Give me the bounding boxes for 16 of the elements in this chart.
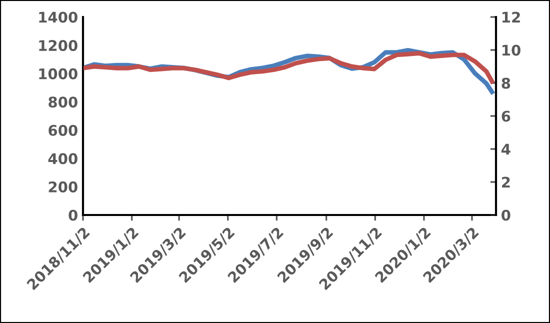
line-series (83, 51, 494, 84)
y-tick-label: 1000 (39, 68, 78, 80)
y-tick-label: 800 (48, 96, 78, 108)
y-tick-label: 600 (48, 124, 78, 136)
y2-tick-label: 8 (502, 78, 510, 89)
y2-tick-label: 2 (502, 176, 510, 188)
y-tick-label: 0 (68, 210, 78, 221)
y-tick-label: 1200 (39, 40, 78, 52)
y2-tick-label: 0 (502, 210, 510, 221)
y2-tick-label: 10 (502, 44, 520, 56)
y-tick-label: 1400 (39, 12, 78, 23)
y2-tick-label: 6 (502, 110, 510, 122)
y2-tick-label: 12 (502, 12, 520, 23)
y2-tick-label: 4 (502, 144, 510, 155)
y-tick-label: 400 (48, 153, 78, 164)
y-tick-label: 200 (48, 181, 78, 192)
